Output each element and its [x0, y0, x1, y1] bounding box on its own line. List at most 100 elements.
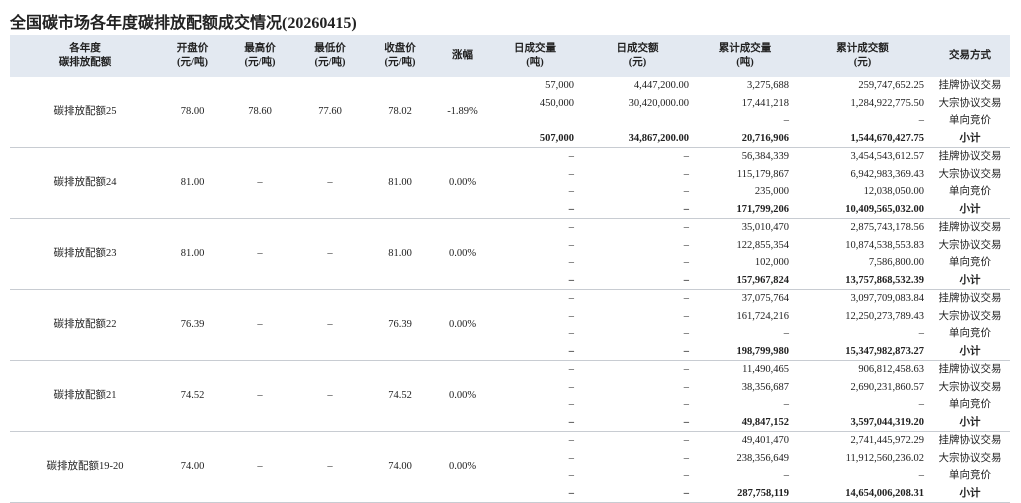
value-cell: –	[683, 293, 689, 304]
header-line: 收盘价	[384, 43, 416, 54]
value-cell: –	[683, 186, 689, 197]
group-high: –	[225, 218, 295, 290]
data-row: 450,000 30,420,000.00 17,441,218 1,284,922,…	[10, 95, 1010, 113]
group-open: 74.00	[160, 431, 225, 503]
value-cell: –	[918, 399, 924, 410]
data-row: – – 238,356,649 11,912,560,236.02 大宗协议交易	[10, 450, 1010, 468]
value-cell: 30,420,000.00	[628, 97, 689, 109]
column-header: 累计成交量 (吨)	[695, 35, 795, 77]
group-open: 78.00	[160, 77, 225, 148]
method-cell: 小计	[930, 342, 1010, 361]
value-cell: 3,597,044,319.20	[795, 413, 930, 432]
data-row: 碳排放配额21 74.52– –74.52 0.00% – –11,490,465 906,…	[10, 360, 1010, 432]
value-cell: –	[568, 328, 574, 339]
value-cell: –	[580, 484, 695, 503]
value-cell: –	[783, 328, 789, 339]
data-row: – –157,967,824 13,757,868,532.39 小计	[10, 271, 1010, 290]
method-cell: 大宗协议交易	[938, 97, 1002, 109]
value-cell: 287,758,119	[695, 484, 795, 503]
value-cell: 1,284,922,775.50	[850, 97, 925, 109]
column-header: 最高价 (元/吨)	[225, 35, 295, 77]
header-line: (元/吨)	[384, 57, 416, 68]
value-cell: –	[683, 470, 689, 481]
method-cell: 单向竞价	[949, 328, 991, 339]
value-cell: 161,724,216	[736, 310, 790, 322]
value-cell: 11,490,465	[742, 364, 789, 375]
header-line: (元/吨)	[244, 57, 276, 68]
data-row: – – 115,179,867 6,942,983,369.43 大宗协议交易	[10, 166, 1010, 184]
column-header: 日成交额 (元)	[580, 35, 695, 77]
value-cell: –	[580, 271, 695, 290]
value-cell: –	[568, 381, 574, 393]
data-row: – –49,847,152 3,597,044,319.20 小计	[10, 413, 1010, 432]
value-cell: 20,716,906	[695, 129, 795, 148]
value-cell: 10,409,565,032.00	[795, 200, 930, 219]
group-change: 0.00%	[435, 289, 490, 361]
group-change: 0.00%	[435, 147, 490, 219]
method-cell: 大宗协议交易	[938, 239, 1002, 251]
header-line: 各年度	[69, 43, 101, 54]
column-header: 涨幅	[435, 35, 490, 77]
value-cell: –	[683, 381, 689, 393]
method-cell: 挂牌协议交易	[938, 435, 1002, 446]
data-row: – –171,799,206 10,409,565,032.00 小计	[10, 200, 1010, 219]
group-close: 81.00	[365, 218, 435, 290]
value-cell: 157,967,824	[695, 271, 795, 290]
value-cell: 102,000	[754, 257, 789, 268]
header-line: 日成交额	[616, 43, 659, 54]
value-cell: –	[683, 328, 689, 339]
group-open: 74.52	[160, 360, 225, 432]
data-row: – – – – 单向竞价	[10, 467, 1010, 485]
value-cell: 35,010,470	[741, 222, 789, 233]
header-line: (元/吨)	[314, 57, 346, 68]
group-high: –	[225, 360, 295, 432]
header-line: (吨)	[526, 57, 544, 68]
group-name: 碳排放配额21	[10, 360, 160, 432]
column-header: 收盘价 (元/吨)	[365, 35, 435, 77]
table: 各年度 碳排放配额 开盘价 (元/吨) 最高价 (元/吨) 最低价 (元/吨) 收盘价 (元/吨)…	[10, 35, 1010, 503]
value-cell: 2,690,231,860.57	[850, 381, 925, 393]
data-row: – – – – 单向竞价	[10, 396, 1010, 414]
data-row: 碳排放配额19-20 74.00– –74.00 0.00% – –49,401,470 2…	[10, 431, 1010, 503]
column-header: 各年度 碳排放配额	[10, 35, 160, 77]
group-change: 0.00%	[435, 218, 490, 290]
group-name: 碳排放配额23	[10, 218, 160, 290]
group-close: 78.02	[365, 77, 435, 148]
group-name: 碳排放配额19-20	[10, 431, 160, 503]
group-high: 78.60	[225, 77, 295, 148]
data-row: – – 单向竞价	[10, 112, 1010, 130]
value-cell: 2,741,445,972.29	[850, 435, 925, 446]
value-cell: 3,454,543,612.57	[850, 151, 925, 162]
value-cell: 507,000	[490, 129, 580, 148]
group-change: -1.89%	[435, 77, 490, 148]
header-line: 累计成交量	[718, 43, 772, 54]
data-row: – – 102,000 7,586,800.00 单向竞价	[10, 254, 1010, 272]
group-close: 74.00	[365, 431, 435, 503]
method-cell: 小计	[930, 484, 1010, 503]
group-close: 74.52	[365, 360, 435, 432]
value-cell: 14,654,006,208.31	[795, 484, 930, 503]
value-cell: 3,097,709,083.84	[850, 293, 925, 304]
data-row: – – 38,356,687 2,690,231,860.57 大宗协议交易	[10, 379, 1010, 397]
value-cell: –	[568, 257, 574, 268]
data-row: – –198,799,980 15,347,982,873.27 小计	[10, 342, 1010, 361]
value-cell: 450,000	[539, 97, 574, 109]
value-cell: –	[918, 328, 924, 339]
value-cell: –	[490, 413, 580, 432]
method-cell: 大宗协议交易	[938, 310, 1002, 322]
value-cell: 115,179,867	[736, 168, 789, 180]
value-cell: 57,000	[545, 80, 574, 91]
method-cell: 小计	[930, 271, 1010, 290]
method-cell: 大宗协议交易	[938, 168, 1002, 180]
value-cell: 49,847,152	[695, 413, 795, 432]
method-cell: 挂牌协议交易	[938, 80, 1002, 91]
value-cell: –	[918, 470, 924, 481]
value-cell: 13,757,868,532.39	[795, 271, 930, 290]
value-cell: –	[568, 399, 574, 410]
method-cell: 单向竞价	[949, 115, 991, 126]
method-cell: 挂牌协议交易	[938, 222, 1002, 233]
value-cell: –	[568, 151, 574, 162]
group-low: –	[295, 147, 365, 219]
method-cell: 挂牌协议交易	[938, 364, 1002, 375]
